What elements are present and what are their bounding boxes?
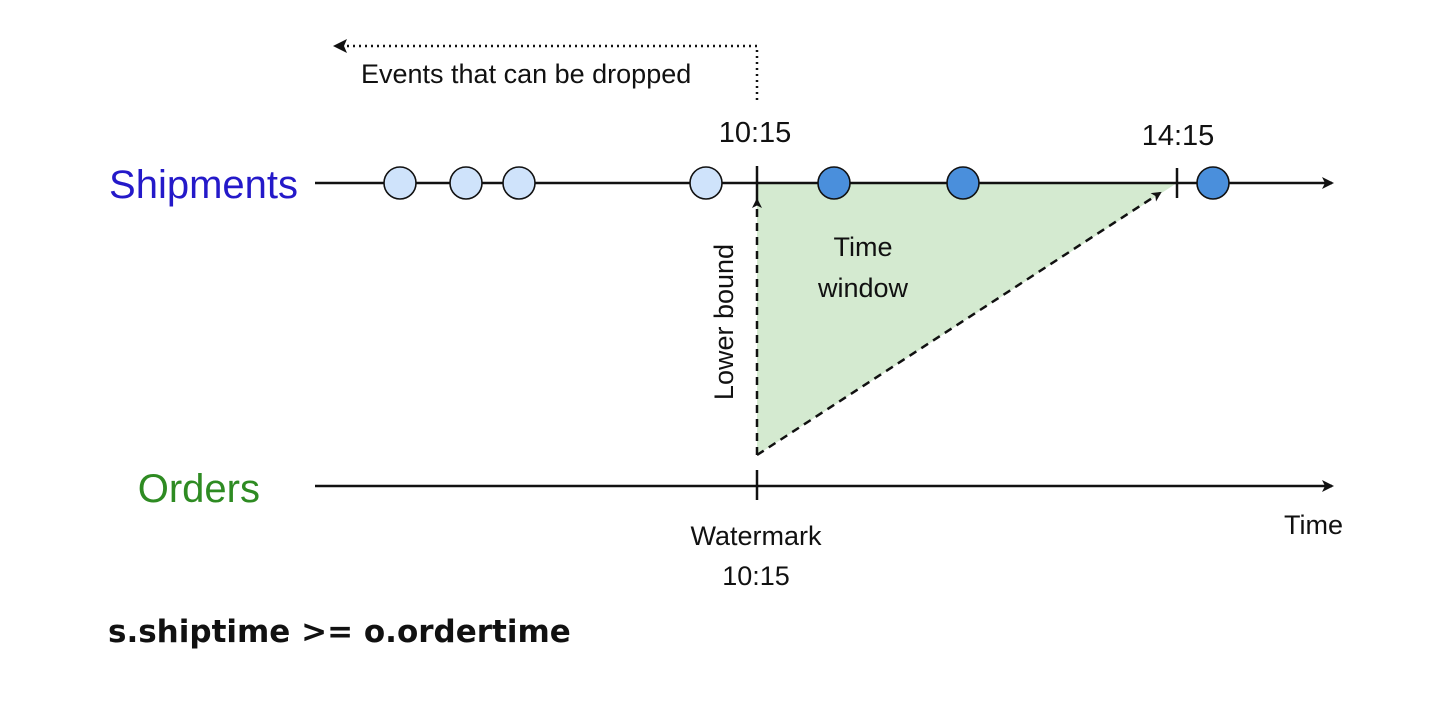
shipment-event-in-window (817, 166, 851, 200)
dropped-arrow-head (333, 39, 347, 53)
watermark-label-line2: 10:15 (722, 561, 790, 591)
shipment-event-dropped (383, 166, 417, 200)
time-window-label-line2: window (817, 273, 909, 303)
shipment-event-after-window (1196, 166, 1230, 200)
upper-tick-label: 14:15 (1142, 120, 1215, 152)
time-axis-label: Time (1284, 510, 1343, 540)
orders-label: Orders (138, 467, 260, 511)
dropped-events-label: Events that can be dropped (361, 59, 691, 89)
join-condition-formula: s.shiptime >= o.ordertime (108, 614, 571, 650)
shipments-label: Shipments (109, 163, 298, 207)
shipment-event-in-window (946, 166, 980, 200)
shipment-event-dropped (449, 166, 483, 200)
time-window-area (757, 183, 1177, 455)
time-window-label-line1: Time (834, 232, 893, 262)
lower-tick-label: 10:15 (719, 117, 792, 149)
shipment-event-dropped (502, 166, 536, 200)
dropped-events-bracket (345, 44, 759, 100)
watermark-label-line1: Watermark (690, 521, 822, 551)
shipment-event-dropped (689, 166, 723, 200)
lower-bound-label: Lower bound (709, 244, 739, 400)
upper-bound-arrow (756, 191, 1162, 457)
